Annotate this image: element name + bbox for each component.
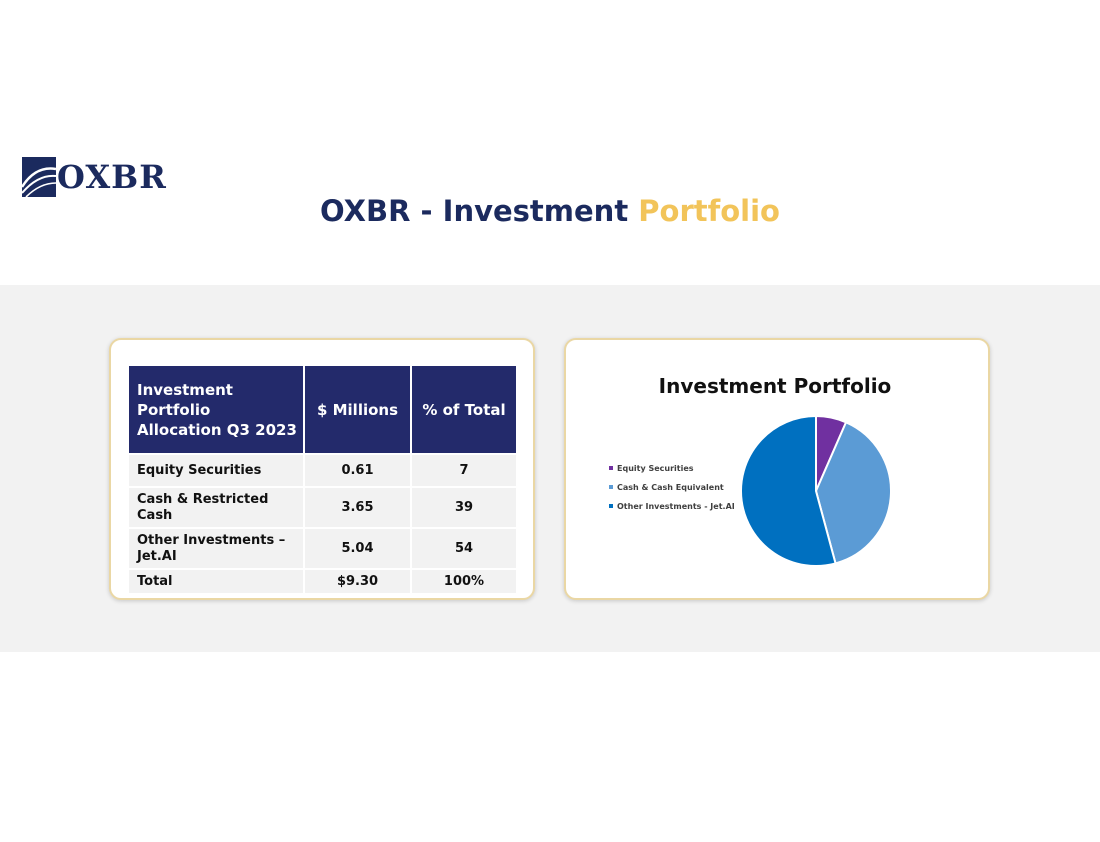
table-row: Cash & Restricted Cash 3.65 39 (129, 486, 516, 528)
table-header-row: Investment Portfolio Allocation Q3 2023 … (129, 366, 516, 454)
table-total-row: Total $9.30 100% (129, 568, 516, 593)
allocation-table-card: Investment Portfolio Allocation Q3 2023 … (109, 338, 535, 600)
row-millions: $9.30 (304, 568, 412, 593)
row-label: Other Investments – Jet.AI (129, 527, 305, 569)
header-percent: % of Total (411, 366, 516, 454)
row-percent: 54 (411, 527, 516, 569)
pie-slice-cash-cash-equivalent (814, 420, 892, 565)
row-millions: 3.65 (304, 486, 412, 528)
row-percent: 39 (411, 486, 516, 528)
pie-chart: Investment Portfolio Equity Securities Ca… (609, 374, 892, 567)
legend-label: Equity Securities (617, 464, 694, 473)
chart-legend: Equity Securities Cash & Cash Equivalent O… (609, 464, 735, 511)
oxbr-logo: OXBR (22, 156, 182, 198)
page-title: OXBR - Investment Portfolio (0, 194, 1100, 228)
row-percent: 7 (411, 453, 516, 487)
header-allocation: Investment Portfolio Allocation Q3 2023 (129, 366, 305, 454)
row-label: Cash & Restricted Cash (129, 486, 305, 528)
table-row: Other Investments – Jet.AI 5.04 54 (129, 527, 516, 569)
header-millions: $ Millions (304, 366, 412, 454)
oxbr-logo-mark-icon (22, 157, 56, 197)
legend-swatch (609, 504, 613, 508)
row-label: Total (129, 568, 305, 593)
chart-title: Investment Portfolio (659, 374, 892, 398)
row-millions: 5.04 (304, 527, 412, 569)
row-percent: 100% (411, 568, 516, 593)
logo-text: OXBR (57, 158, 167, 196)
page-title-main: OXBR - Investment (320, 194, 629, 228)
pie-slice-other-investments-jet-ai (740, 414, 837, 567)
legend-swatch (609, 466, 613, 470)
page-title-accent: Portfolio (638, 194, 780, 228)
pie-chart-card: Investment Portfolio Equity Securities Ca… (564, 338, 990, 600)
row-millions: 0.61 (304, 453, 412, 487)
legend-label: Other Investments - Jet.AI (617, 502, 735, 511)
legend-swatch (609, 485, 613, 489)
allocation-table: Investment Portfolio Allocation Q3 2023 … (129, 366, 516, 593)
table-row: Equity Securities 0.61 7 (129, 453, 516, 487)
row-label: Equity Securities (129, 453, 305, 487)
legend-label: Cash & Cash Equivalent (617, 483, 724, 492)
pie-slices (740, 414, 892, 567)
